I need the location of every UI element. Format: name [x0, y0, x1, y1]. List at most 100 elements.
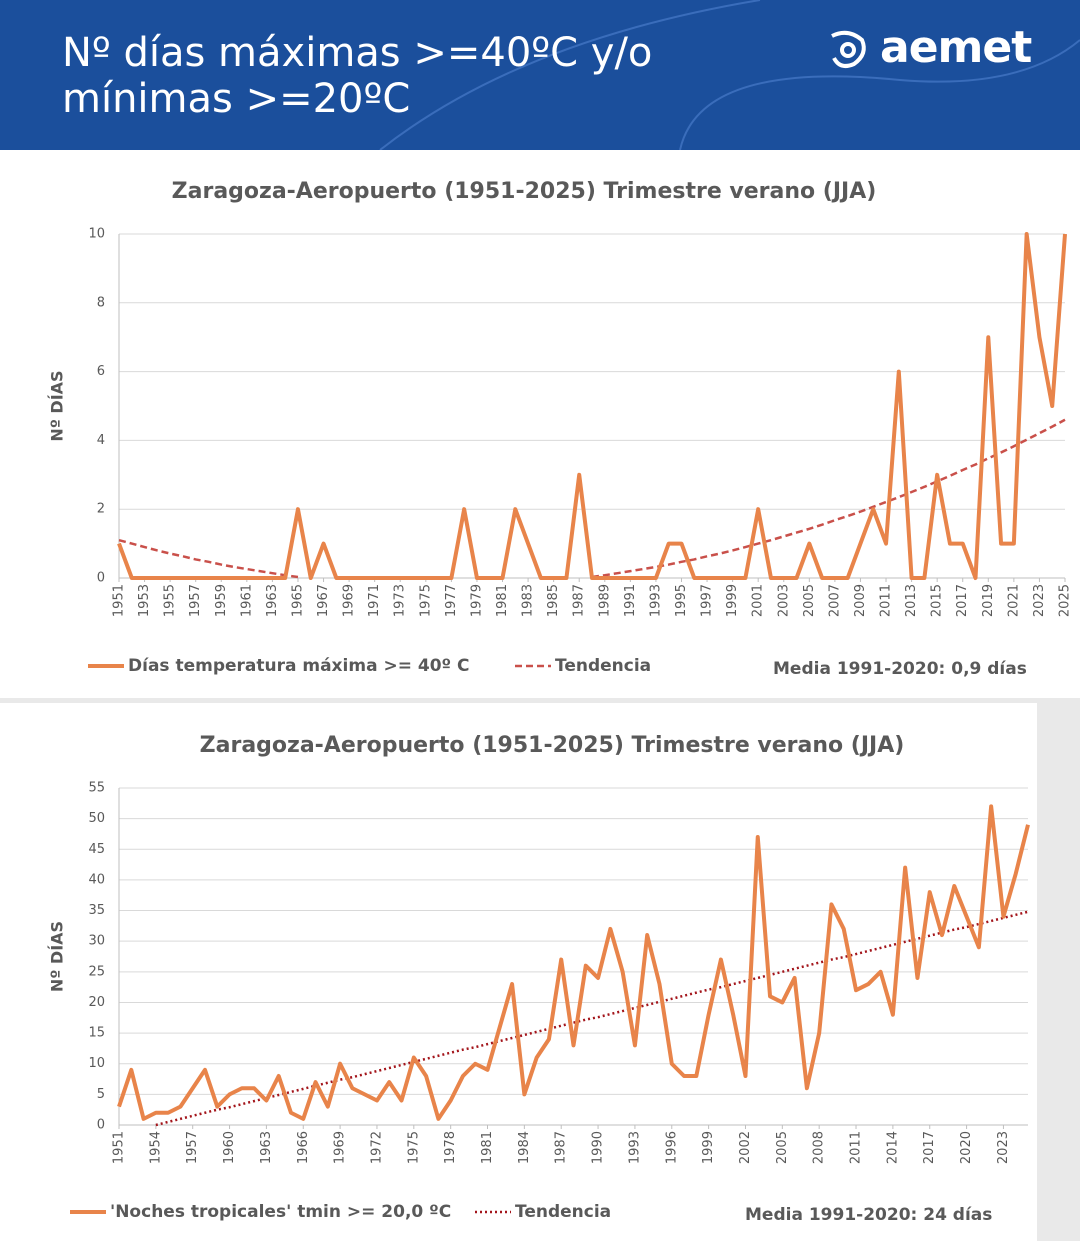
note: Media 1991-2020: 24 días — [745, 1205, 992, 1225]
x-tick-label: 1987 — [572, 584, 587, 617]
x-tick-label: 1995 — [674, 584, 689, 617]
y-tick-label: 15 — [88, 1026, 105, 1041]
x-tick-label: 1985 — [546, 584, 561, 617]
x-tick-label: 1981 — [495, 584, 510, 617]
x-tick-label: 1983 — [521, 584, 536, 617]
x-tick-label: 2019 — [981, 584, 996, 617]
x-tick-label: 1987 — [554, 1131, 569, 1164]
y-tick-label: 25 — [88, 964, 105, 979]
series-line — [117, 804, 1030, 1121]
y-tick-label: 35 — [88, 903, 105, 918]
series-line — [117, 232, 1067, 580]
x-tick-label: 1977 — [444, 584, 459, 617]
x-tick-label: 1993 — [648, 584, 663, 617]
x-tick-label: 1996 — [664, 1131, 679, 1164]
x-tick-label: 1967 — [316, 584, 331, 617]
y-tick-label: 10 — [88, 227, 105, 242]
header-title: Nº días máximas >=40ºC y/o mínimas >=20º… — [62, 30, 653, 122]
x-tick-label: 2014 — [885, 1131, 900, 1164]
x-tick-label: 1997 — [700, 584, 715, 617]
x-tick-label: 1989 — [597, 584, 612, 617]
x-tick-label: 2021 — [1006, 584, 1021, 617]
series-line — [118, 418, 1066, 579]
x-tick-label: 1953 — [137, 584, 152, 617]
x-tick-label: 1993 — [627, 1131, 642, 1164]
x-tick-label: 2011 — [849, 1131, 864, 1164]
legend-label: Tendencia — [515, 1202, 611, 1222]
x-tick-label: 1984 — [517, 1131, 532, 1164]
logo: aemet — [880, 22, 1032, 73]
x-tick-label: 1973 — [393, 584, 408, 617]
x-tick-label: 1959 — [214, 584, 229, 617]
x-tick-label: 2017 — [922, 1131, 937, 1164]
x-tick-label: 2023 — [996, 1131, 1011, 1164]
x-tick-label: 1961 — [239, 584, 254, 617]
header: Nº días máximas >=40ºC y/o mínimas >=20º… — [0, 0, 1080, 150]
x-tick-label: 2001 — [751, 584, 766, 617]
x-tick-label: 1991 — [623, 584, 638, 617]
x-tick-label: 1990 — [591, 1131, 606, 1164]
y-tick-label: 4 — [97, 433, 105, 448]
y-tick-label: 30 — [88, 934, 105, 949]
x-tick-label: 2020 — [959, 1131, 974, 1164]
x-tick-label: 1963 — [259, 1131, 274, 1164]
x-tick-label: 2013 — [904, 584, 919, 617]
chart-title: Zaragoza-Aeropuerto (1951-2025) Trimestr… — [200, 733, 905, 758]
y-tick-label: 2 — [97, 502, 105, 517]
panel — [0, 150, 1080, 698]
x-tick-label: 1999 — [701, 1131, 716, 1164]
x-tick-label: 1963 — [265, 584, 280, 617]
x-tick-label: 2005 — [802, 584, 817, 617]
y-tick-label: 6 — [97, 364, 105, 379]
x-tick-label: 1965 — [290, 584, 305, 617]
legend-label: Días temperatura máxima >= 40º C — [128, 656, 470, 676]
x-tick-label: 2009 — [853, 584, 868, 617]
x-tick-label: 1979 — [469, 584, 484, 617]
y-tick-label: 5 — [97, 1087, 105, 1102]
y-tick-label: 0 — [97, 1118, 105, 1133]
x-tick-label: 1999 — [725, 584, 740, 617]
y-tick-label: 0 — [97, 571, 105, 586]
y-axis-label: Nº DÍAS — [48, 370, 67, 441]
y-axis-label: Nº DÍAS — [48, 921, 67, 992]
x-tick-label: 1954 — [148, 1131, 163, 1164]
legend-label: Tendencia — [555, 656, 651, 676]
x-tick-label: 2008 — [812, 1131, 827, 1164]
y-tick-label: 8 — [97, 295, 105, 310]
x-tick-label: 2011 — [879, 584, 894, 617]
x-tick-label: 1966 — [296, 1131, 311, 1164]
x-tick-label: 1972 — [369, 1131, 384, 1164]
chart-title: Zaragoza-Aeropuerto (1951-2025) Trimestr… — [172, 179, 877, 204]
note: Media 1991-2020: 0,9 días — [773, 659, 1027, 679]
x-tick-label: 2017 — [955, 584, 970, 617]
y-tick-label: 40 — [88, 872, 105, 887]
x-tick-label: 2007 — [827, 584, 842, 617]
y-tick-label: 20 — [88, 995, 105, 1010]
x-tick-label: 2025 — [1058, 584, 1073, 617]
y-tick-label: 45 — [88, 842, 105, 857]
legend-label: 'Noches tropicales' tmin >= 20,0 ºC — [110, 1202, 451, 1222]
x-tick-label: 1957 — [188, 584, 203, 617]
x-tick-label: 1960 — [222, 1131, 237, 1164]
x-tick-label: 1951 — [112, 584, 127, 617]
x-tick-label: 1951 — [112, 1131, 127, 1164]
x-tick-label: 1969 — [342, 584, 357, 617]
x-tick-label: 2003 — [776, 584, 791, 617]
x-tick-label: 1957 — [185, 1131, 200, 1164]
y-tick-label: 10 — [88, 1056, 105, 1071]
x-tick-label: 1981 — [480, 1131, 495, 1164]
x-tick-label: 1969 — [333, 1131, 348, 1164]
charts: Zaragoza-Aeropuerto (1951-2025) Trimestr… — [0, 150, 1080, 1241]
header-decoration — [379, 0, 1080, 150]
x-tick-label: 2005 — [775, 1131, 790, 1164]
x-tick-label: 2023 — [1032, 584, 1047, 617]
x-tick-label: 1978 — [443, 1131, 458, 1164]
y-tick-label: 55 — [88, 781, 105, 796]
x-tick-label: 2002 — [738, 1131, 753, 1164]
x-tick-label: 1975 — [418, 584, 433, 617]
x-tick-label: 1955 — [163, 584, 178, 617]
x-tick-label: 1971 — [367, 584, 382, 617]
y-tick-label: 50 — [88, 811, 105, 826]
x-tick-label: 2015 — [930, 584, 945, 617]
